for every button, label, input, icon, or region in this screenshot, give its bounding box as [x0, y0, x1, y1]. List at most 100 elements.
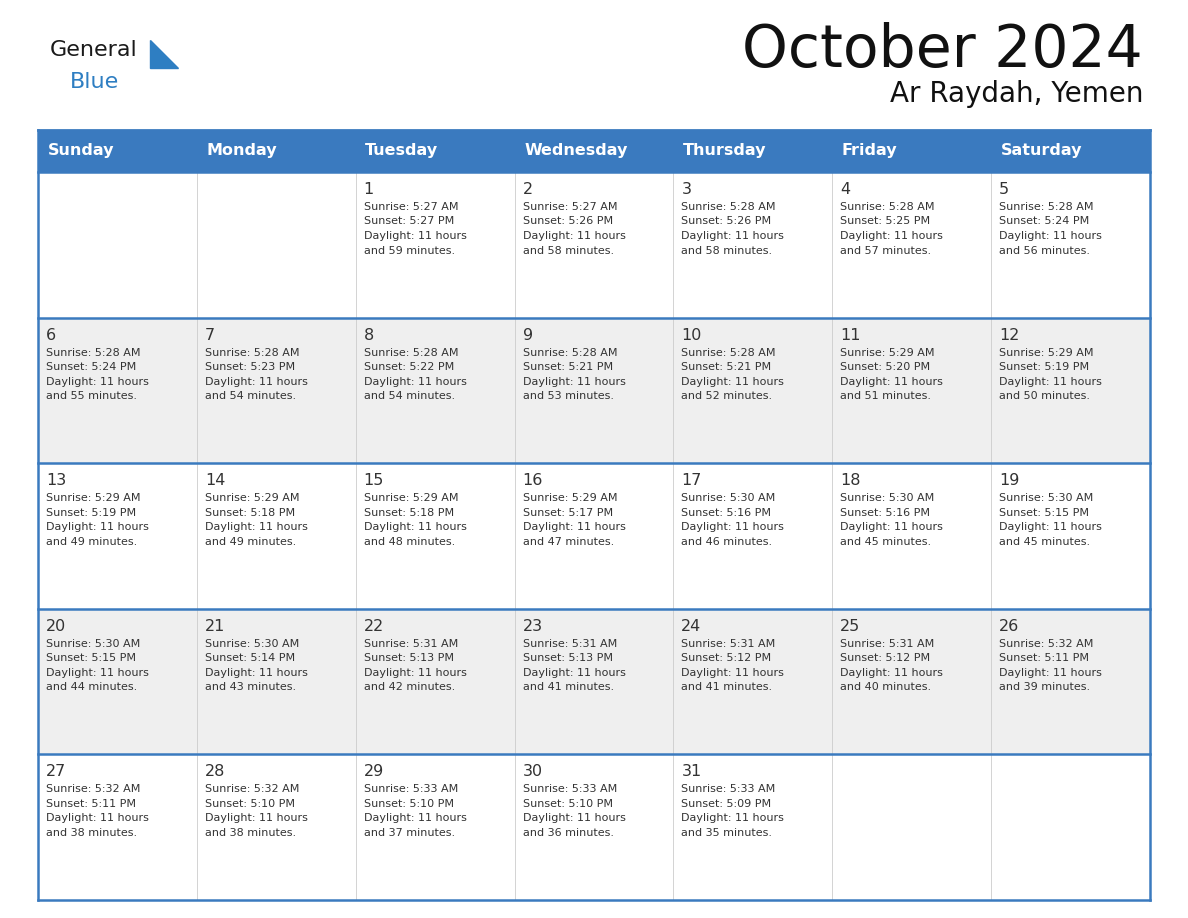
Text: and 54 minutes.: and 54 minutes.	[364, 391, 455, 401]
Text: Daylight: 11 hours: Daylight: 11 hours	[46, 376, 148, 386]
Text: Daylight: 11 hours: Daylight: 11 hours	[523, 376, 625, 386]
Bar	[514, 130, 674, 172]
Text: Sunrise: 5:29 AM: Sunrise: 5:29 AM	[204, 493, 299, 503]
Text: Friday: Friday	[842, 143, 897, 159]
Text: 16: 16	[523, 473, 543, 488]
Text: and 51 minutes.: and 51 minutes.	[840, 391, 931, 401]
Bar	[674, 130, 833, 172]
Text: 23: 23	[523, 619, 543, 633]
Text: Sunrise: 5:31 AM: Sunrise: 5:31 AM	[364, 639, 457, 649]
Text: Sunrise: 5:28 AM: Sunrise: 5:28 AM	[523, 348, 617, 358]
Text: and 41 minutes.: and 41 minutes.	[523, 682, 614, 692]
Text: Sunset: 5:14 PM: Sunset: 5:14 PM	[204, 654, 295, 664]
Text: 19: 19	[999, 473, 1019, 488]
Text: 1: 1	[364, 182, 374, 197]
Text: Sunrise: 5:29 AM: Sunrise: 5:29 AM	[364, 493, 459, 503]
Text: Daylight: 11 hours: Daylight: 11 hours	[840, 231, 943, 241]
Text: 30: 30	[523, 765, 543, 779]
Text: 15: 15	[364, 473, 384, 488]
Text: Sunrise: 5:28 AM: Sunrise: 5:28 AM	[682, 202, 776, 212]
Text: Ar Raydah, Yemen: Ar Raydah, Yemen	[890, 80, 1143, 108]
Text: Sunrise: 5:28 AM: Sunrise: 5:28 AM	[840, 202, 935, 212]
Text: Daylight: 11 hours: Daylight: 11 hours	[682, 376, 784, 386]
Text: and 58 minutes.: and 58 minutes.	[523, 245, 614, 255]
Text: 26: 26	[999, 619, 1019, 633]
Text: Sunrise: 5:27 AM: Sunrise: 5:27 AM	[523, 202, 617, 212]
Text: 21: 21	[204, 619, 226, 633]
Text: Sunrise: 5:32 AM: Sunrise: 5:32 AM	[46, 784, 140, 794]
Polygon shape	[150, 40, 178, 68]
Text: and 59 minutes.: and 59 minutes.	[364, 245, 455, 255]
Text: Monday: Monday	[207, 143, 277, 159]
Text: Sunset: 5:10 PM: Sunset: 5:10 PM	[523, 799, 613, 809]
Text: Daylight: 11 hours: Daylight: 11 hours	[840, 522, 943, 532]
Text: Daylight: 11 hours: Daylight: 11 hours	[204, 376, 308, 386]
Text: Sunrise: 5:28 AM: Sunrise: 5:28 AM	[46, 348, 140, 358]
Text: Sunset: 5:26 PM: Sunset: 5:26 PM	[523, 217, 613, 227]
Text: Daylight: 11 hours: Daylight: 11 hours	[204, 667, 308, 677]
Text: Sunrise: 5:29 AM: Sunrise: 5:29 AM	[46, 493, 140, 503]
Text: Sunset: 5:10 PM: Sunset: 5:10 PM	[204, 799, 295, 809]
Text: Saturday: Saturday	[1000, 143, 1082, 159]
Text: Sunrise: 5:30 AM: Sunrise: 5:30 AM	[999, 493, 1093, 503]
Text: and 35 minutes.: and 35 minutes.	[682, 828, 772, 838]
Text: Sunrise: 5:30 AM: Sunrise: 5:30 AM	[840, 493, 935, 503]
Text: 8: 8	[364, 328, 374, 342]
Text: and 39 minutes.: and 39 minutes.	[999, 682, 1091, 692]
Text: 27: 27	[46, 765, 67, 779]
Text: Sunrise: 5:33 AM: Sunrise: 5:33 AM	[523, 784, 617, 794]
Text: Sunrise: 5:29 AM: Sunrise: 5:29 AM	[523, 493, 617, 503]
Text: Daylight: 11 hours: Daylight: 11 hours	[682, 231, 784, 241]
Text: Daylight: 11 hours: Daylight: 11 hours	[364, 522, 467, 532]
Text: Sunrise: 5:33 AM: Sunrise: 5:33 AM	[682, 784, 776, 794]
Text: Sunset: 5:12 PM: Sunset: 5:12 PM	[840, 654, 930, 664]
Text: Sunset: 5:24 PM: Sunset: 5:24 PM	[46, 362, 137, 372]
Text: Sunset: 5:23 PM: Sunset: 5:23 PM	[204, 362, 295, 372]
Text: Sunset: 5:21 PM: Sunset: 5:21 PM	[523, 362, 613, 372]
Text: and 38 minutes.: and 38 minutes.	[46, 828, 137, 838]
Text: Sunrise: 5:28 AM: Sunrise: 5:28 AM	[364, 348, 459, 358]
Bar	[38, 172, 1150, 318]
Text: and 41 minutes.: and 41 minutes.	[682, 682, 772, 692]
Text: October 2024: October 2024	[742, 22, 1143, 79]
Text: Sunset: 5:13 PM: Sunset: 5:13 PM	[364, 654, 454, 664]
Text: Sunset: 5:19 PM: Sunset: 5:19 PM	[999, 362, 1089, 372]
Text: Sunset: 5:25 PM: Sunset: 5:25 PM	[840, 217, 930, 227]
Text: and 53 minutes.: and 53 minutes.	[523, 391, 613, 401]
Text: Daylight: 11 hours: Daylight: 11 hours	[46, 813, 148, 823]
Text: Daylight: 11 hours: Daylight: 11 hours	[682, 813, 784, 823]
Text: and 45 minutes.: and 45 minutes.	[840, 537, 931, 547]
Text: 25: 25	[840, 619, 860, 633]
Text: 2: 2	[523, 182, 532, 197]
Text: Daylight: 11 hours: Daylight: 11 hours	[364, 376, 467, 386]
Text: Sunrise: 5:29 AM: Sunrise: 5:29 AM	[999, 348, 1094, 358]
Text: Blue: Blue	[70, 72, 119, 92]
Text: and 37 minutes.: and 37 minutes.	[364, 828, 455, 838]
Text: Sunset: 5:16 PM: Sunset: 5:16 PM	[682, 508, 771, 518]
Text: Sunset: 5:16 PM: Sunset: 5:16 PM	[840, 508, 930, 518]
Text: 20: 20	[46, 619, 67, 633]
Text: General: General	[50, 40, 138, 60]
Text: and 56 minutes.: and 56 minutes.	[999, 245, 1091, 255]
Bar	[197, 130, 355, 172]
Text: Sunset: 5:15 PM: Sunset: 5:15 PM	[46, 654, 135, 664]
Text: Wednesday: Wednesday	[524, 143, 627, 159]
Text: Sunrise: 5:28 AM: Sunrise: 5:28 AM	[204, 348, 299, 358]
Text: 5: 5	[999, 182, 1010, 197]
Text: 7: 7	[204, 328, 215, 342]
Text: and 42 minutes.: and 42 minutes.	[364, 682, 455, 692]
Text: and 49 minutes.: and 49 minutes.	[204, 537, 296, 547]
Text: Sunset: 5:27 PM: Sunset: 5:27 PM	[364, 217, 454, 227]
Text: Daylight: 11 hours: Daylight: 11 hours	[364, 231, 467, 241]
Text: 4: 4	[840, 182, 851, 197]
Text: Daylight: 11 hours: Daylight: 11 hours	[999, 376, 1102, 386]
Text: Daylight: 11 hours: Daylight: 11 hours	[840, 376, 943, 386]
Text: Daylight: 11 hours: Daylight: 11 hours	[204, 813, 308, 823]
Text: 6: 6	[46, 328, 56, 342]
Text: Daylight: 11 hours: Daylight: 11 hours	[523, 813, 625, 823]
Text: 12: 12	[999, 328, 1019, 342]
Bar	[38, 609, 1150, 755]
Bar	[991, 130, 1150, 172]
Text: Sunrise: 5:32 AM: Sunrise: 5:32 AM	[999, 639, 1093, 649]
Text: Sunset: 5:13 PM: Sunset: 5:13 PM	[523, 654, 613, 664]
